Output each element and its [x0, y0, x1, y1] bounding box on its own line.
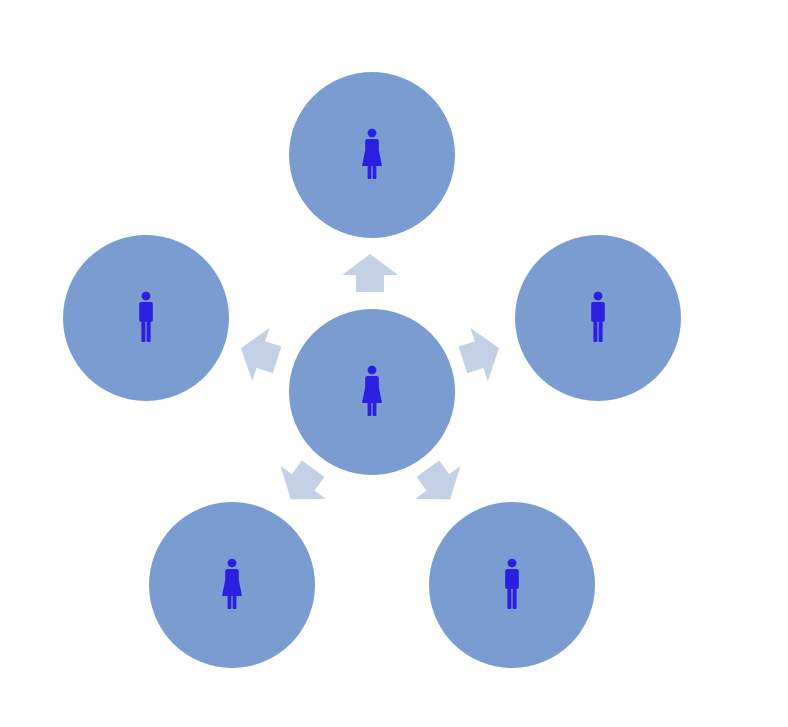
center-node: [289, 309, 455, 475]
arrow-up: [342, 254, 398, 292]
node-bottom-left: [149, 502, 315, 668]
node-right: [515, 235, 681, 401]
arrow-lower-left: [268, 452, 336, 516]
node-bottom-right: [429, 502, 595, 668]
node-top: [289, 72, 455, 238]
arrow-upper-right: [454, 321, 508, 387]
arrow-upper-left: [232, 321, 286, 387]
nodes: [63, 72, 681, 668]
node-left: [63, 235, 229, 401]
